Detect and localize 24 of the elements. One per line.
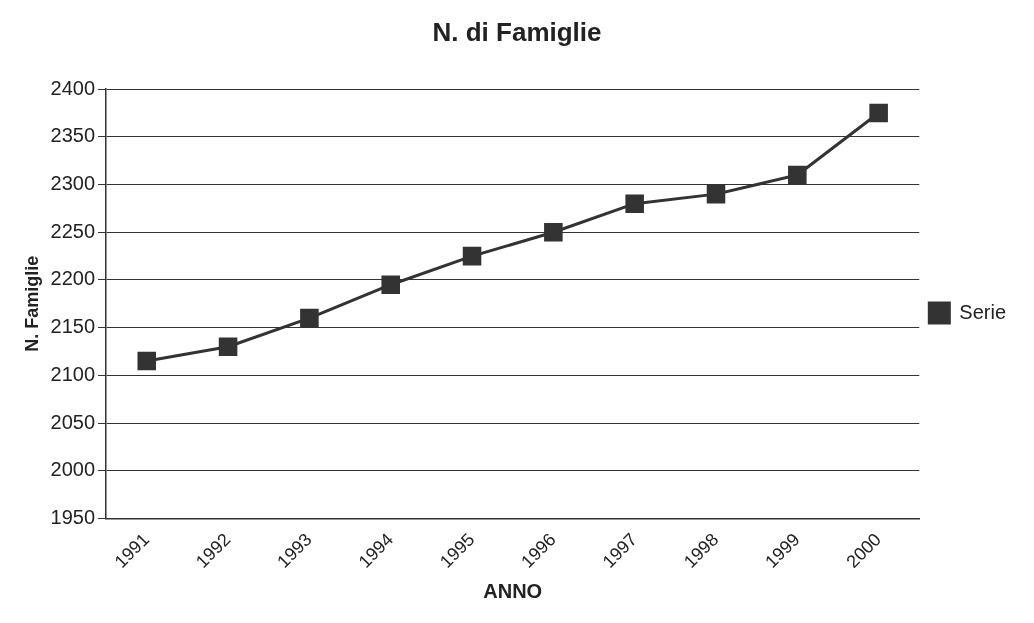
y-tick-label: 2400 — [50, 76, 96, 99]
y-tick-label: 2200 — [50, 267, 96, 290]
point — [706, 184, 726, 204]
point — [381, 275, 400, 295]
y-tick-label: 2250 — [50, 219, 96, 242]
legend-label: Serie — [959, 300, 1007, 323]
point — [300, 308, 319, 328]
chart-title: N. di Famiglie — [432, 16, 602, 47]
point — [137, 351, 157, 371]
y-tick-label: 2000 — [50, 458, 96, 481]
point — [462, 246, 482, 266]
y-tick-label: 2050 — [50, 410, 96, 433]
y-tick-label: 1950 — [50, 505, 96, 528]
point — [788, 165, 807, 185]
point — [218, 337, 238, 357]
x-axis-title: ANNO — [483, 579, 543, 602]
y-tick-label: 2300 — [50, 172, 96, 195]
point — [869, 103, 888, 123]
y-tick-label: 2150 — [50, 315, 96, 338]
y-tick-label: 2350 — [50, 124, 96, 147]
y-axis-title: N. Famiglie — [21, 255, 42, 352]
y-tick-label: 2100 — [50, 362, 96, 385]
point — [544, 222, 563, 242]
point — [625, 194, 644, 213]
